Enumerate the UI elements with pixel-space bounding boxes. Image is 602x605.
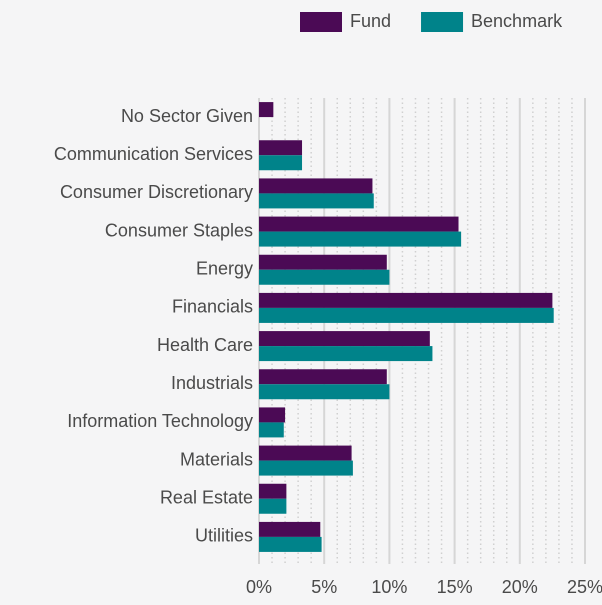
bar	[259, 254, 387, 270]
y-tick-label: Information Technology	[67, 411, 253, 431]
x-tick-label: 10%	[371, 577, 407, 597]
bar	[259, 193, 374, 209]
y-tick-label: Consumer Staples	[105, 220, 253, 240]
bar	[259, 483, 287, 499]
bar	[259, 102, 274, 118]
legend-swatch	[421, 12, 464, 32]
legend-label: Fund	[350, 11, 391, 31]
bar	[259, 178, 373, 194]
y-tick-label: Communication Services	[54, 144, 253, 164]
y-tick-label: Real Estate	[160, 488, 253, 508]
bar	[259, 269, 390, 285]
x-tick-label: 15%	[437, 577, 473, 597]
x-tick-label: 0%	[246, 577, 272, 597]
bar	[259, 346, 433, 362]
bar	[259, 460, 353, 476]
bar	[259, 331, 430, 347]
bar	[259, 307, 554, 323]
bar	[259, 155, 303, 171]
y-tick-label: Industrials	[171, 373, 253, 393]
bar	[259, 292, 553, 308]
bar	[259, 521, 321, 537]
y-tick-label: Health Care	[157, 335, 253, 355]
y-tick-label: Materials	[180, 449, 253, 469]
bar	[259, 422, 284, 438]
bar	[259, 216, 459, 232]
bar	[259, 384, 390, 400]
y-tick-label: Consumer Discretionary	[60, 182, 253, 202]
bar	[259, 231, 462, 247]
bar	[259, 445, 352, 461]
bar	[259, 140, 303, 156]
legend-label: Benchmark	[471, 11, 563, 31]
y-tick-label: No Sector Given	[121, 106, 253, 126]
x-tick-label: 20%	[502, 577, 538, 597]
bar	[259, 536, 322, 552]
y-tick-label: Energy	[196, 259, 253, 279]
y-tick-label: Financials	[172, 297, 253, 317]
x-tick-label: 5%	[311, 577, 337, 597]
bar	[259, 407, 286, 423]
bar	[259, 369, 387, 385]
legend-swatch	[300, 12, 342, 32]
bar	[259, 498, 287, 514]
y-tick-label: Utilities	[195, 526, 253, 546]
x-tick-label: 25%	[567, 577, 602, 597]
